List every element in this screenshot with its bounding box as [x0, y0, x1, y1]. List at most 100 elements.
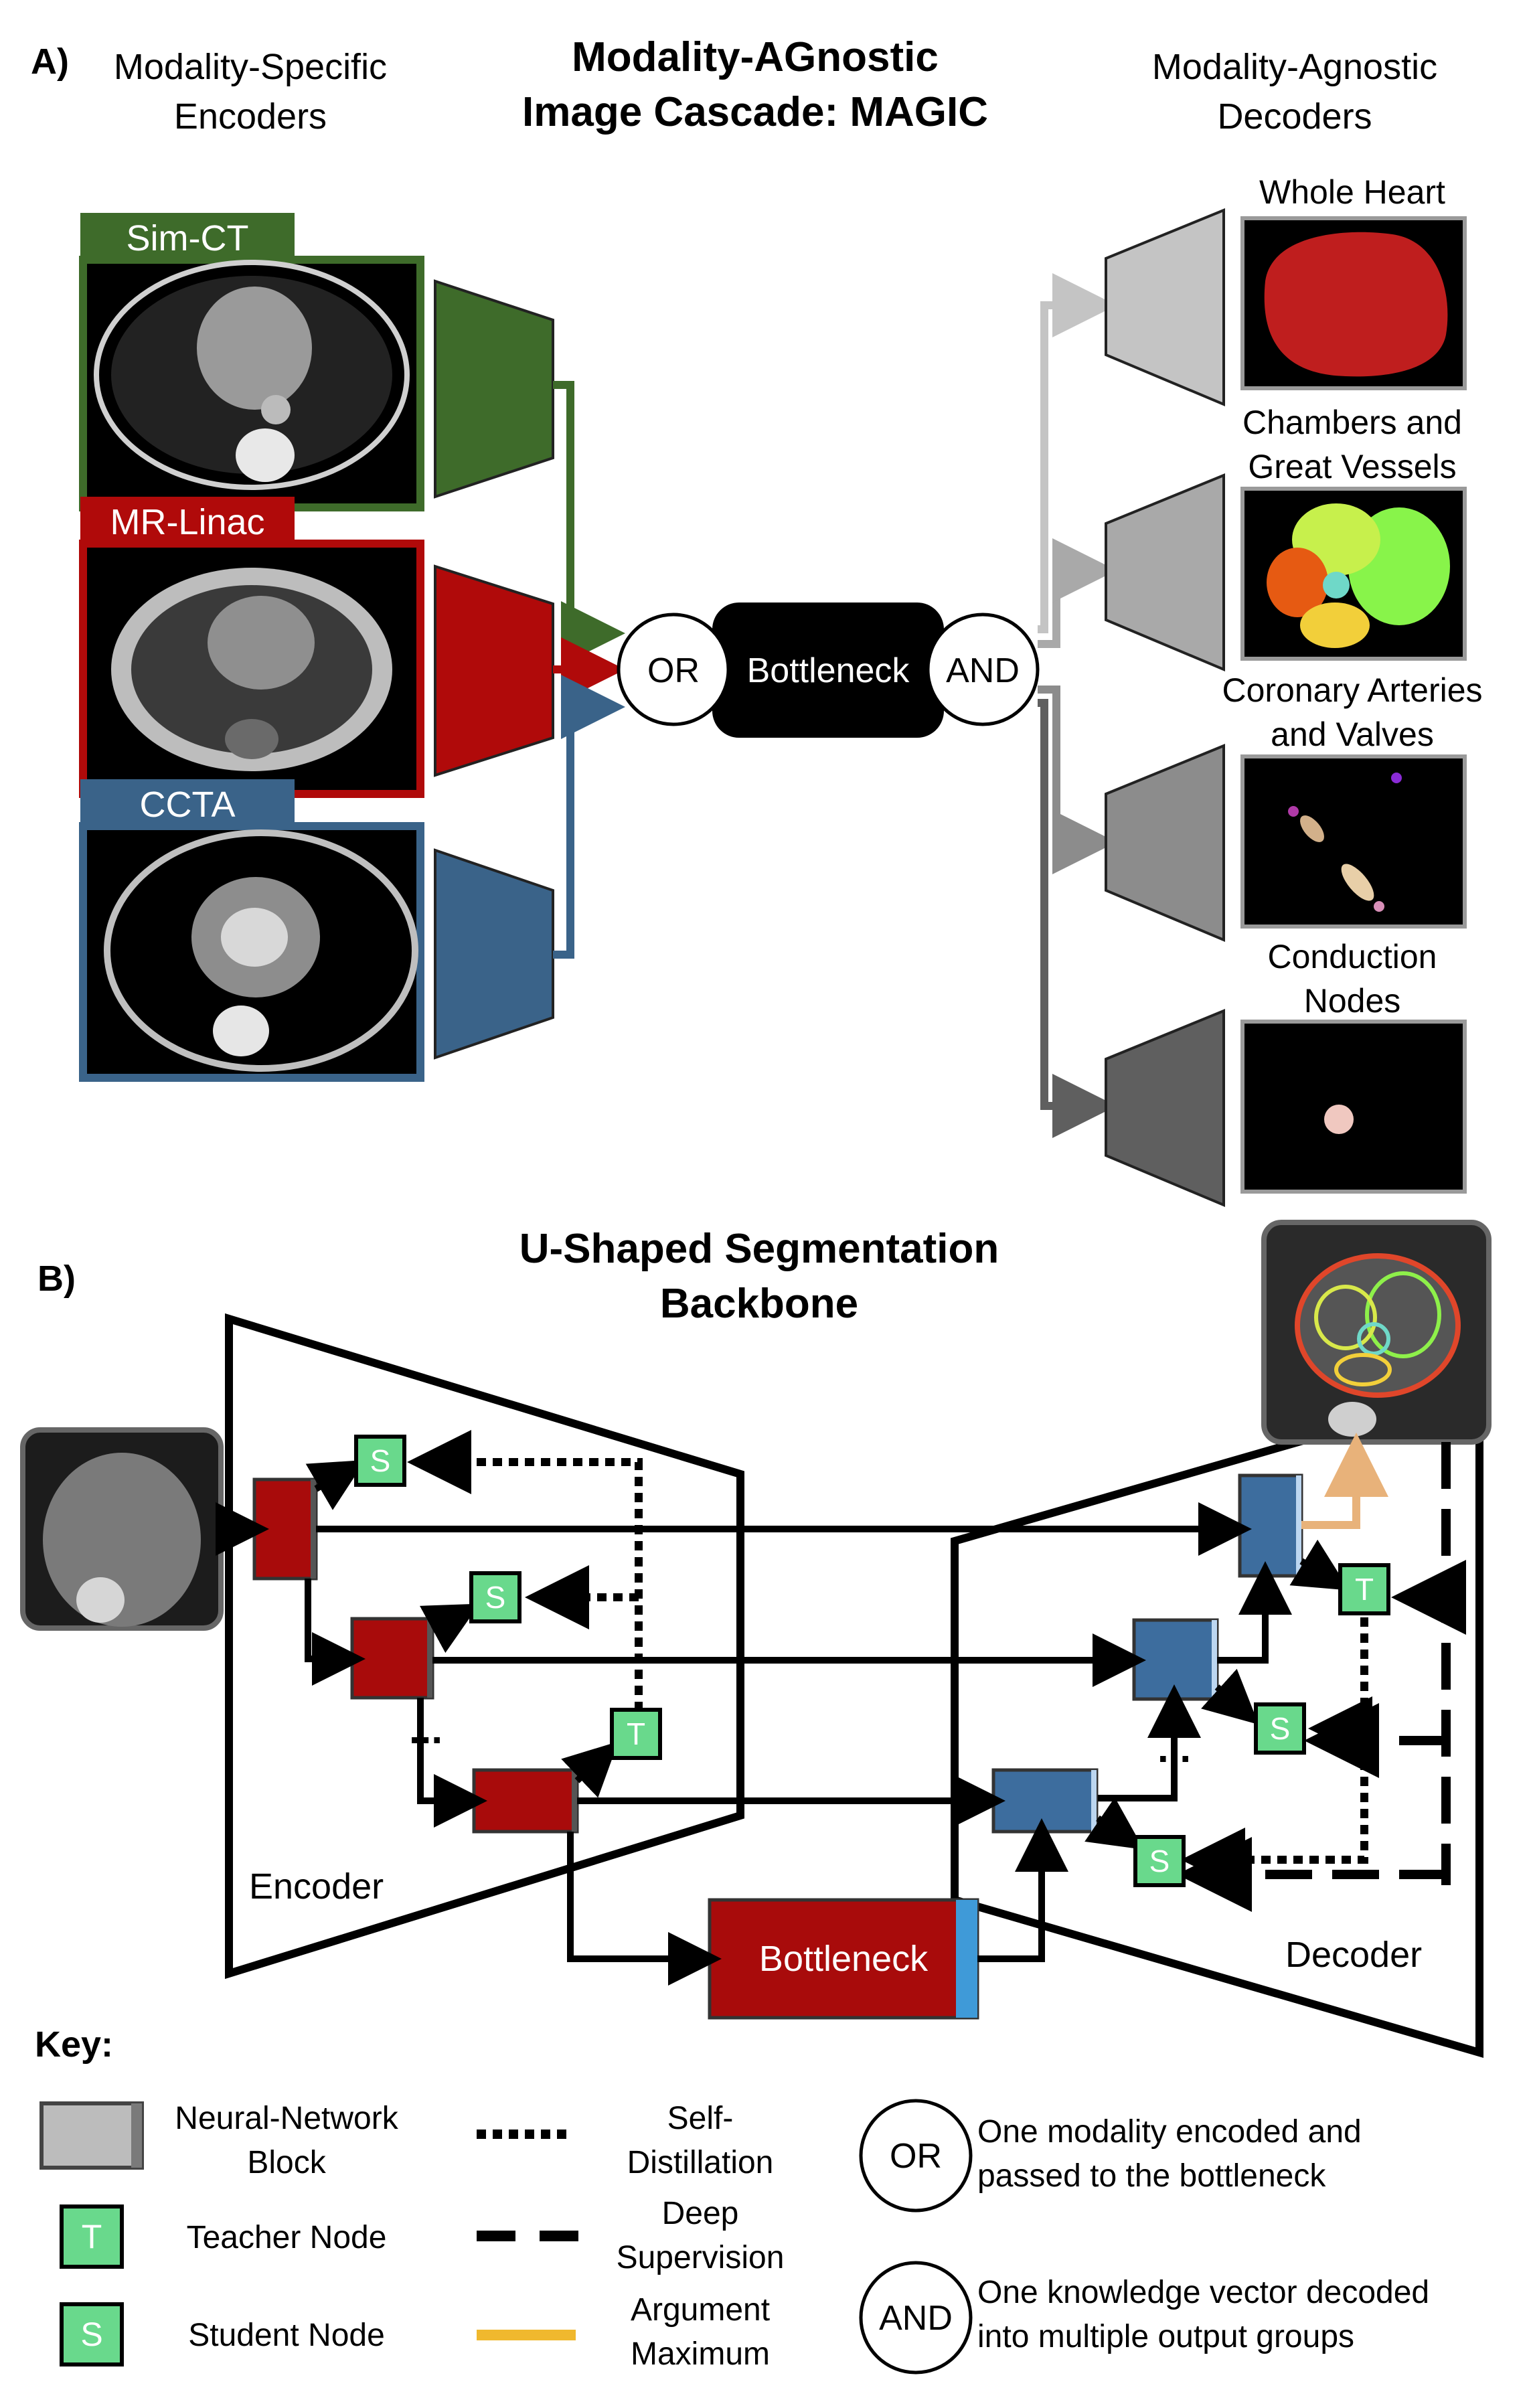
decoder-block-2 — [1132, 1618, 1219, 1701]
and-gate — [926, 613, 1040, 726]
modality-mr-linac: MR-Linac — [79, 497, 424, 798]
output-seg-rv — [1314, 1285, 1377, 1350]
key-teacher-swatch — [60, 2204, 124, 2269]
output-seg-aorta — [1357, 1322, 1390, 1356]
coronary-dot-2 — [1288, 806, 1299, 817]
student-node-enc-2-label: S — [485, 1580, 506, 1615]
bottleneck-b-label: Bottleneck — [759, 1939, 929, 1979]
encoder-block-1 — [252, 1477, 318, 1581]
arrow-dec2-to-dec1 — [1217, 1561, 1292, 1664]
self-distillation-decoder-2 — [1181, 1729, 1368, 1892]
arrow-enc3-to-bottleneck — [567, 1832, 722, 1986]
modality-ccta: CCTA — [79, 779, 424, 1082]
conduction-frame — [1240, 1020, 1467, 1194]
arrow-dec1-to-t — [1289, 1539, 1350, 1591]
mr-heart — [208, 596, 315, 690]
mr-linac-label: MR-Linac — [110, 502, 264, 542]
arrow-to-chambers — [1038, 538, 1117, 648]
arrow-ccta-to-or — [553, 675, 625, 959]
key-self-distillation-line2: Distillation — [627, 2145, 774, 2180]
encoder-mr-linac — [434, 564, 554, 777]
panel-a: A) Modality-Specific Encoders Modality-A… — [31, 34, 1483, 1208]
decoder-label: Decoder — [1285, 1935, 1422, 1975]
student-node-enc-1: S — [354, 1435, 406, 1487]
key-nn-block-edge — [131, 2103, 142, 2168]
encoder-block-2-edge — [427, 1619, 432, 1698]
ccta-spine — [213, 1006, 269, 1056]
bottleneck-a — [712, 603, 944, 738]
mr-spine — [225, 719, 278, 759]
decoders-header-line1: Modality-Agnostic — [1152, 47, 1437, 87]
output-whole-heart-label: Whole Heart — [1259, 173, 1445, 211]
teacher-node-dec: T — [1338, 1563, 1390, 1615]
arrow-bottleneck-to-dec3 — [977, 1818, 1068, 1962]
panel-a-label: A) — [31, 42, 69, 82]
output-whole-heart-image — [1240, 216, 1467, 390]
arrow-enc3-to-t — [561, 1741, 619, 1798]
input-ct-spine — [76, 1577, 125, 1623]
key-or-circle — [859, 2099, 973, 2213]
key-teacher-letter: T — [82, 2218, 102, 2255]
bottleneck-b — [708, 1898, 979, 2020]
encoder-block-3 — [472, 1768, 579, 1834]
key-and-circle — [859, 2261, 973, 2375]
key-or-desc-line1: One modality encoded and — [977, 2114, 1362, 2150]
encoder-block-3-edge — [572, 1770, 577, 1832]
chamber-la-mask — [1300, 603, 1370, 648]
encoder-label: Encoder — [249, 1866, 384, 1907]
decoder-chambers — [1105, 473, 1225, 672]
ccta-body-outline — [104, 829, 418, 1072]
student-node-dec-2: S — [1254, 1702, 1306, 1755]
key-nn-block-line2: Block — [247, 2145, 326, 2180]
coronary-valve-1 — [1300, 815, 1324, 842]
decoder-whole-heart — [1105, 208, 1225, 407]
key-self-distillation-line1: Self- — [667, 2101, 734, 2136]
output-conduction-line1: Conduction — [1268, 938, 1437, 975]
output-chambers-image — [1240, 487, 1467, 661]
key-student-swatch — [60, 2302, 124, 2366]
panel-b-label: B) — [37, 1259, 76, 1299]
decoder-block-2-edge — [1212, 1620, 1217, 1699]
student-node-enc-1-label: S — [370, 1443, 391, 1478]
key-or-desc-line2: passed to the bottleneck — [977, 2158, 1326, 2194]
panel-a-title-line2: Image Cascade: MAGIC — [522, 89, 988, 135]
sim-ct-spine — [236, 428, 295, 482]
key-deep-supervision-line1: Deep — [662, 2196, 739, 2231]
self-distillation-encoder-1 — [407, 1430, 643, 1743]
arrow-to-conduction — [1038, 699, 1117, 1138]
output-coronary-line2: and Valves — [1271, 716, 1434, 753]
teacher-node-enc-label: T — [627, 1716, 645, 1751]
key-argmax-line1: Argument — [631, 2292, 770, 2328]
decoder-block-1-edge — [1296, 1475, 1301, 1576]
key-and-desc-line1: One knowledge vector decoded — [977, 2275, 1429, 2310]
key-title: Key: — [35, 2024, 113, 2065]
arrow-to-whole-heart — [1038, 273, 1117, 633]
output-conduction-line2: Nodes — [1304, 982, 1401, 1020]
key-and-label: AND — [879, 2299, 953, 2338]
arrow-enc2-to-s — [419, 1603, 480, 1654]
sim-ct-label: Sim-CT — [127, 218, 249, 258]
decoder-block-3 — [991, 1768, 1099, 1834]
output-conduction-image — [1240, 1020, 1467, 1194]
panel-a-title-line1: Modality-AGnostic — [572, 34, 939, 80]
decoder-block-3-edge — [1091, 1770, 1097, 1832]
arrow-dec2-to-s — [1201, 1668, 1259, 1725]
arrow-enc1-to-enc2 — [305, 1579, 366, 1686]
whole-heart-mask — [1264, 232, 1448, 377]
ccta-tab — [80, 779, 295, 827]
encoder-block-2 — [350, 1617, 434, 1700]
self-distillation-decoder-1 — [1308, 1617, 1372, 1761]
arrow-dec3-to-s — [1084, 1797, 1144, 1850]
panel-b-title-line1: U-Shaped Segmentation — [519, 1226, 999, 1272]
encoder-outline — [225, 1313, 744, 1980]
decoder-ellipsis: ... — [1157, 1726, 1191, 1771]
output-seg-la — [1334, 1353, 1392, 1386]
panel-b-title-line2: Backbone — [660, 1281, 858, 1327]
input-ct-image — [20, 1427, 224, 1631]
encoder-ellipsis: ... — [409, 1707, 442, 1752]
bottleneck-b-edge — [956, 1900, 977, 2018]
or-gate-label: OR — [647, 651, 700, 690]
output-chambers-line2: Great Vessels — [1248, 448, 1456, 485]
student-node-dec-2-label: S — [1270, 1711, 1291, 1746]
key-or-label: OR — [890, 2137, 942, 2176]
